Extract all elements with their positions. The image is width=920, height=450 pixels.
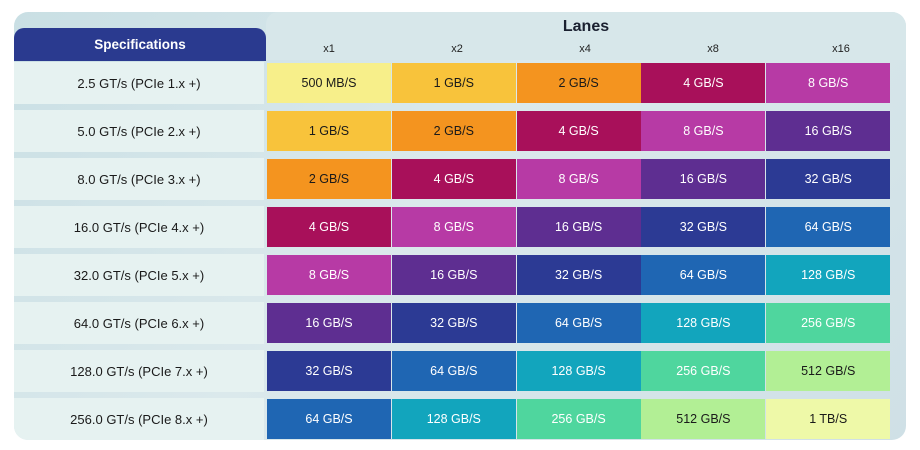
spec-row-label: 8.0 GT/s (PCIe 3.x +) xyxy=(14,158,264,200)
bandwidth-cell: 2 GB/S xyxy=(516,63,641,103)
bandwidth-cell: 16 GB/S xyxy=(641,159,766,199)
spec-row-label: 128.0 GT/s (PCIe 7.x +) xyxy=(14,350,264,392)
bandwidth-cell: 512 GB/S xyxy=(641,399,766,439)
bandwidth-cell: 128 GB/S xyxy=(641,303,766,343)
bandwidth-cell: 128 GB/S xyxy=(516,351,641,391)
lane-label-x16: x16 xyxy=(832,43,850,55)
bandwidth-cell: 1 TB/S xyxy=(766,399,891,439)
bandwidth-cell: 64 GB/S xyxy=(766,207,891,247)
bandwidth-cell: 4 GB/S xyxy=(516,111,641,151)
bandwidth-cell: 4 GB/S xyxy=(391,159,516,199)
bandwidth-cell: 128 GB/S xyxy=(391,399,516,439)
specifications-header: Specifications xyxy=(14,28,266,61)
bandwidth-cell: 32 GB/S xyxy=(391,303,516,343)
pcie-bandwidth-table: Lanes x1 x2 x4 x8 x16 Specifications 2.5… xyxy=(14,12,906,440)
bandwidth-cell: 8 GB/S xyxy=(516,159,641,199)
bandwidth-cell: 32 GB/S xyxy=(641,207,766,247)
lanes-title: Lanes xyxy=(562,18,610,35)
spec-row-label: 256.0 GT/s (PCIe 8.x +) xyxy=(14,398,264,440)
bandwidth-cell: 2 GB/S xyxy=(391,111,516,151)
bandwidth-cell: 32 GB/S xyxy=(766,159,891,199)
spec-row-label: 2.5 GT/s (PCIe 1.x +) xyxy=(14,62,264,104)
spec-row-label: 64.0 GT/s (PCIe 6.x +) xyxy=(14,302,264,344)
bandwidth-cell: 8 GB/S xyxy=(641,111,766,151)
bandwidth-cell: 1 GB/S xyxy=(267,111,391,151)
bandwidth-cell: 8 GB/S xyxy=(267,255,391,295)
bandwidth-cell: 16 GB/S xyxy=(391,255,516,295)
bandwidth-cell: 16 GB/S xyxy=(267,303,391,343)
bandwidth-cell: 4 GB/S xyxy=(267,207,391,247)
lanes-header: Lanes x1 x2 x4 x8 x16 xyxy=(266,12,906,60)
bandwidth-cell: 2 GB/S xyxy=(267,159,391,199)
lane-label-x1: x1 xyxy=(323,43,335,55)
lane-label-x4: x4 xyxy=(579,43,591,55)
lane-label-x8: x8 xyxy=(707,43,719,55)
bandwidth-cell: 500 MB/S xyxy=(267,63,391,103)
bandwidth-cell: 16 GB/S xyxy=(766,111,891,151)
bandwidth-cell: 128 GB/S xyxy=(766,255,891,295)
lane-label-x2: x2 xyxy=(451,43,463,55)
bandwidth-cell: 64 GB/S xyxy=(516,303,641,343)
spec-row-label: 5.0 GT/s (PCIe 2.x +) xyxy=(14,110,264,152)
bandwidth-cell: 256 GB/S xyxy=(641,351,766,391)
bandwidth-cell: 16 GB/S xyxy=(516,207,641,247)
bandwidth-cell: 8 GB/S xyxy=(766,63,891,103)
bandwidth-cell: 256 GB/S xyxy=(766,303,891,343)
bandwidth-cell: 256 GB/S xyxy=(516,399,641,439)
bandwidth-cell: 512 GB/S xyxy=(766,351,891,391)
bandwidth-cell: 4 GB/S xyxy=(641,63,766,103)
spec-row-label: 16.0 GT/s (PCIe 4.x +) xyxy=(14,206,264,248)
bandwidth-cell: 8 GB/S xyxy=(391,207,516,247)
bandwidth-cell: 64 GB/S xyxy=(391,351,516,391)
bandwidth-cell: 1 GB/S xyxy=(391,63,516,103)
bandwidth-cell: 32 GB/S xyxy=(516,255,641,295)
bandwidth-cell: 32 GB/S xyxy=(267,351,391,391)
bandwidth-cell: 64 GB/S xyxy=(267,399,391,439)
bandwidth-cell: 64 GB/S xyxy=(641,255,766,295)
spec-row-label: 32.0 GT/s (PCIe 5.x +) xyxy=(14,254,264,296)
